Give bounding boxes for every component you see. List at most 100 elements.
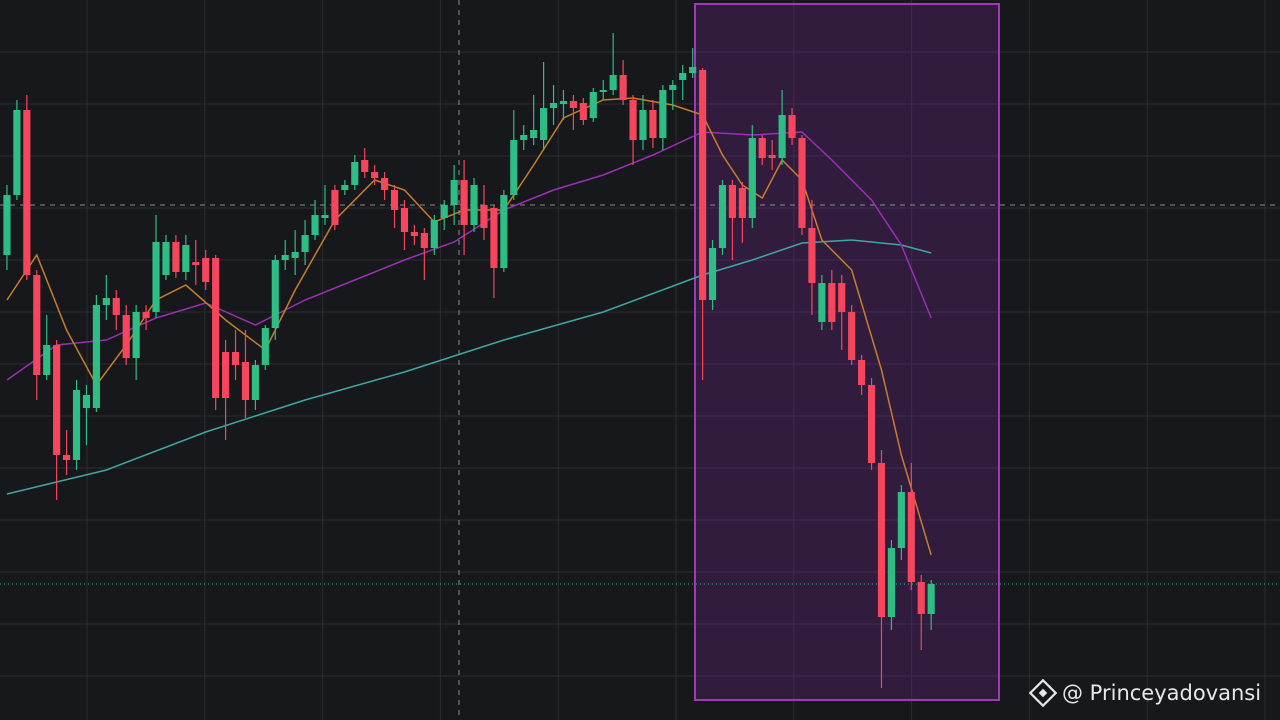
candle-body [818, 283, 826, 322]
candle-body [897, 492, 905, 548]
candle-body [758, 138, 766, 158]
candle-body [202, 258, 210, 282]
candle-body [649, 110, 657, 138]
candle-body [351, 162, 359, 185]
candle-body [13, 110, 21, 195]
candle-body [798, 138, 806, 228]
candle-body [669, 85, 677, 90]
candle-body [549, 103, 558, 108]
candle-body [500, 195, 508, 268]
candle-body [212, 258, 220, 398]
candle-body [738, 188, 746, 218]
candle-body [162, 242, 170, 275]
candle-body [828, 283, 836, 322]
candle-body [699, 70, 707, 300]
candle-body [301, 235, 309, 252]
candle-body [251, 365, 259, 400]
candle-body [261, 328, 269, 365]
candle-body [718, 185, 727, 248]
candle-body [102, 298, 110, 305]
candle-body [192, 262, 200, 265]
candle-body [420, 233, 428, 248]
candle-body [222, 352, 230, 398]
candle-body [917, 582, 925, 614]
candle-body [609, 75, 617, 90]
candle-body [559, 101, 568, 104]
candle-body [788, 115, 796, 138]
candle-body [450, 180, 458, 205]
candle-body [579, 103, 587, 120]
candle-body [778, 115, 786, 158]
candle-body [112, 298, 120, 315]
candle-body [321, 215, 329, 218]
candle-body [838, 283, 846, 312]
candle-body [589, 92, 597, 118]
highlight-box [694, 3, 1000, 701]
candle-body [907, 492, 915, 582]
candle-body [728, 185, 736, 218]
candle-body [540, 108, 548, 140]
candle-body [400, 208, 409, 232]
candle-body [371, 172, 379, 178]
candle-body [182, 245, 190, 272]
candle-body [33, 275, 41, 375]
candle-body [231, 352, 240, 365]
candle-body [92, 305, 100, 408]
candle-body [53, 345, 61, 455]
candle-body [490, 208, 498, 268]
candle-body [43, 345, 51, 375]
candle-body [381, 178, 389, 190]
watermark: @ Princeyadovansi [1062, 681, 1261, 705]
candle-body [877, 463, 886, 617]
candle-body [867, 385, 876, 463]
candle-body [530, 130, 538, 138]
candle-body [858, 360, 866, 385]
candle-body [241, 362, 250, 400]
candle-body [311, 215, 319, 235]
candle-body [629, 100, 637, 140]
candles [3, 33, 935, 688]
candle-body [430, 220, 438, 248]
candle-body [460, 180, 468, 225]
candle-body [689, 67, 697, 73]
candle-body [63, 455, 71, 460]
candle-body [172, 242, 180, 272]
candle-body [152, 242, 160, 312]
candle-body [768, 155, 776, 158]
candle-body [470, 185, 478, 225]
candle-body [619, 75, 627, 100]
candle-body [291, 252, 299, 258]
candle-body [639, 110, 647, 140]
candle-body [3, 195, 11, 255]
candle-body [927, 584, 935, 614]
candle-body [72, 390, 81, 460]
candle-body [659, 90, 667, 138]
candle-body [708, 248, 717, 300]
candle-body [679, 73, 687, 80]
candle-body [132, 312, 140, 358]
candle-body [440, 205, 448, 218]
candle-body [887, 548, 896, 617]
candle-body [748, 138, 756, 218]
candle-body [808, 228, 816, 283]
candle-body [480, 205, 488, 228]
candle-body [410, 232, 418, 236]
candle-body [122, 315, 130, 358]
candle-body [82, 395, 91, 408]
moving-average-line [6, 239, 932, 495]
candle-body [390, 190, 399, 210]
candle-body [569, 101, 577, 108]
candle-body [23, 110, 31, 275]
candle-body [271, 260, 279, 328]
candle-body [281, 255, 289, 260]
candle-body [341, 185, 349, 190]
candle-body [520, 135, 528, 140]
candle-body [848, 312, 856, 360]
candle-body [599, 90, 607, 92]
candle-body [361, 160, 369, 172]
candle-body [331, 190, 339, 225]
